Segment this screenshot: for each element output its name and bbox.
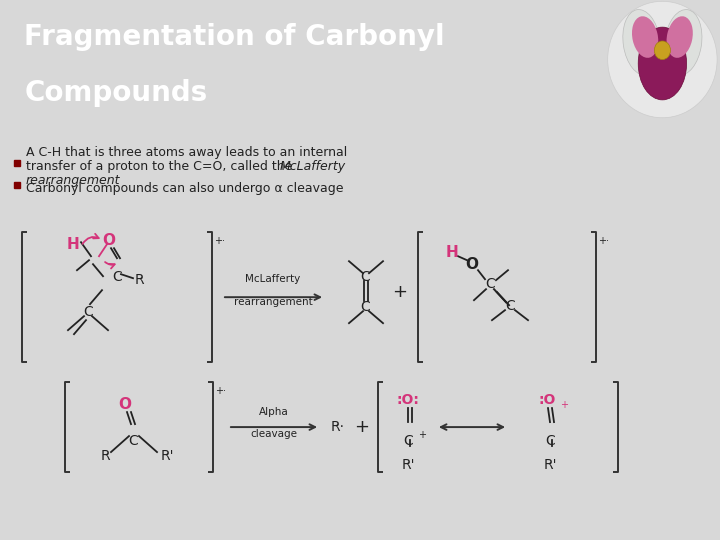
Text: rearrangement: rearrangement xyxy=(26,174,120,187)
Ellipse shape xyxy=(623,10,660,75)
Text: C: C xyxy=(485,277,495,291)
Text: +·: +· xyxy=(215,386,226,396)
Text: C: C xyxy=(403,434,413,448)
Text: R': R' xyxy=(161,449,174,463)
Text: C: C xyxy=(360,270,370,284)
Text: McLafferty: McLafferty xyxy=(246,274,301,284)
Text: C: C xyxy=(505,299,515,313)
Text: C: C xyxy=(83,305,93,319)
Text: cleavage: cleavage xyxy=(251,429,297,439)
FancyArrowPatch shape xyxy=(105,262,114,268)
Text: R·: R· xyxy=(331,420,345,434)
Ellipse shape xyxy=(638,27,687,100)
Text: R': R' xyxy=(544,458,557,472)
Text: R: R xyxy=(135,273,145,287)
Text: C: C xyxy=(545,434,555,448)
Text: +: + xyxy=(560,400,568,410)
Text: C: C xyxy=(112,270,122,284)
Text: O: O xyxy=(102,233,115,248)
Text: O: O xyxy=(119,396,132,411)
Text: :O:: :O: xyxy=(397,393,420,407)
Ellipse shape xyxy=(665,10,702,75)
Text: H: H xyxy=(446,245,459,260)
Text: O: O xyxy=(466,256,479,272)
Bar xyxy=(14,160,20,166)
Text: C: C xyxy=(128,434,138,448)
Text: +: + xyxy=(418,430,426,440)
Text: C: C xyxy=(360,300,370,314)
Circle shape xyxy=(654,41,670,59)
Text: +: + xyxy=(354,418,369,436)
Ellipse shape xyxy=(608,1,717,118)
Text: Fragmentation of Carbonyl: Fragmentation of Carbonyl xyxy=(24,23,445,51)
Text: rearrangement: rearrangement xyxy=(233,297,312,307)
FancyArrowPatch shape xyxy=(83,234,99,244)
Text: Compounds: Compounds xyxy=(24,79,207,106)
Ellipse shape xyxy=(632,16,658,58)
Text: +·: +· xyxy=(598,236,609,246)
Ellipse shape xyxy=(667,16,693,58)
Text: R': R' xyxy=(401,458,415,472)
Text: transfer of a proton to the C=O, called the: transfer of a proton to the C=O, called … xyxy=(26,160,297,173)
Text: +·: +· xyxy=(214,236,225,246)
Text: R: R xyxy=(100,449,110,463)
Bar xyxy=(14,183,20,188)
Text: :O: :O xyxy=(538,393,555,407)
Text: +: + xyxy=(392,283,408,301)
Text: McLafferty: McLafferty xyxy=(280,160,346,173)
Text: Alpha: Alpha xyxy=(259,407,289,417)
Text: Carbonyl compounds can also undergo α cleavage: Carbonyl compounds can also undergo α cl… xyxy=(26,183,343,195)
Text: A C-H that is three atoms away leads to an internal: A C-H that is three atoms away leads to … xyxy=(26,146,347,159)
Text: H: H xyxy=(67,237,79,252)
